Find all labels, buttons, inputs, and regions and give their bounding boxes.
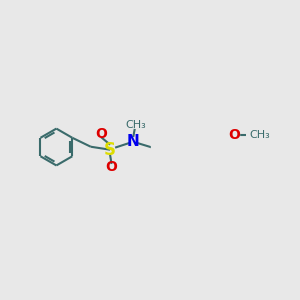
Text: CH₃: CH₃ (125, 120, 146, 130)
Text: O: O (95, 127, 107, 141)
Text: O: O (229, 128, 241, 142)
Text: O: O (106, 160, 118, 174)
Text: CH₃: CH₃ (249, 130, 270, 140)
Text: S: S (104, 141, 116, 159)
Bar (151, 121, 239, 169)
Text: N: N (127, 134, 140, 149)
